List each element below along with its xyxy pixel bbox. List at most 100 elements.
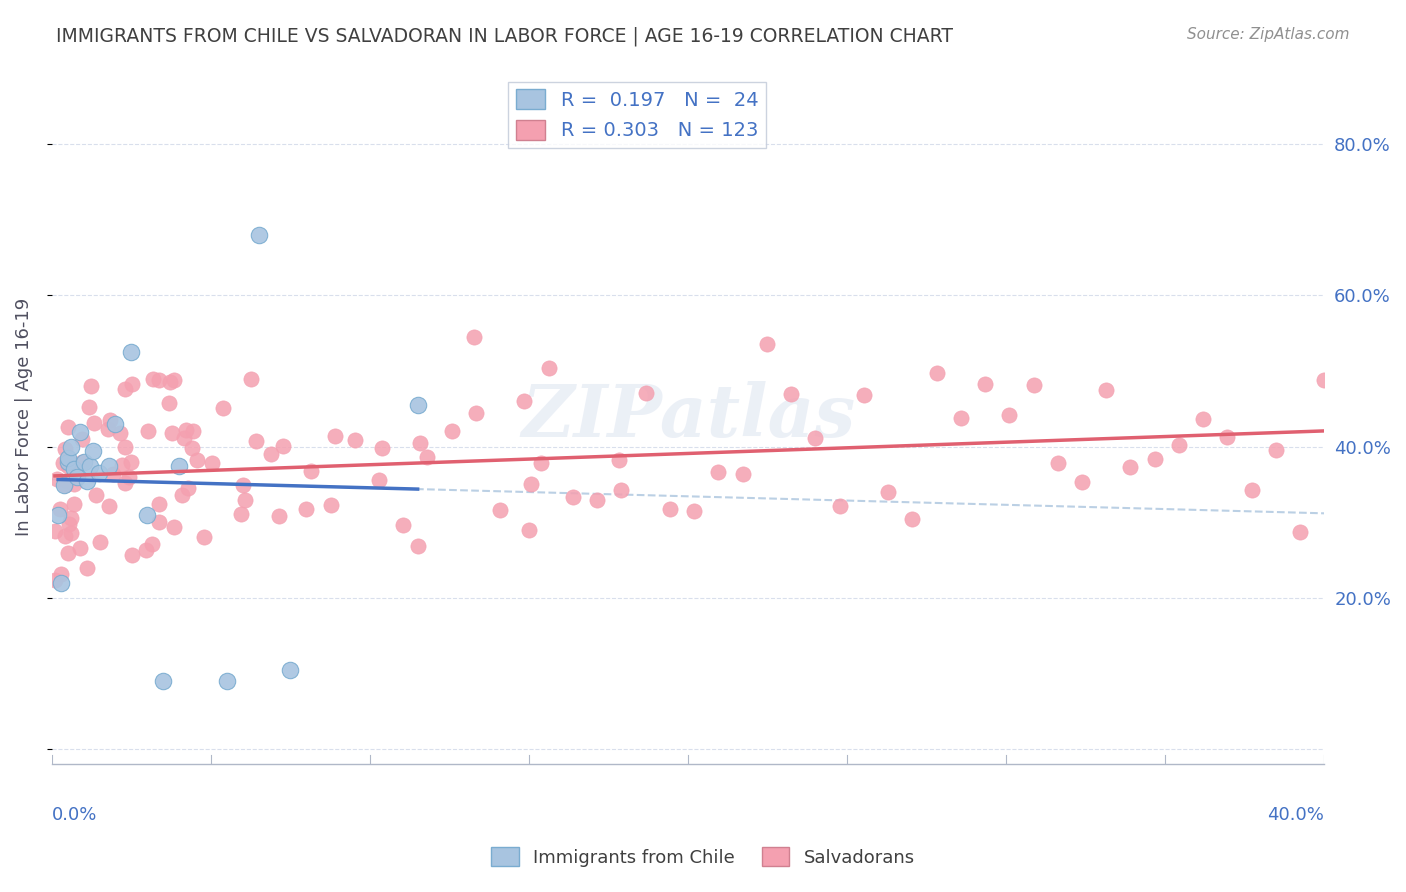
Point [79, 458, 101, 473]
Point [66, 470, 89, 484]
Point [55, 474, 77, 488]
Point [53, 528, 76, 542]
Point [163, 519, 186, 533]
Point [949, 410, 972, 425]
Point [517, 523, 540, 537]
Point [173, 431, 195, 445]
Point [707, 465, 730, 479]
Point [62, 496, 84, 510]
Text: Source: ZipAtlas.com: Source: ZipAtlas.com [1187, 27, 1350, 42]
Point [1240, 483, 1263, 497]
Point [59, 526, 82, 541]
Point [828, 500, 851, 514]
Point [120, 345, 142, 359]
Point [63, 462, 86, 476]
Point [141, 537, 163, 551]
Point [49, 567, 72, 582]
Point [1192, 412, 1215, 426]
Point [148, 497, 170, 511]
Point [371, 441, 394, 455]
Point [89, 466, 111, 480]
Point [634, 386, 657, 401]
Point [121, 548, 143, 562]
Text: IMMIGRANTS FROM CHILE VS SALVADORAN IN LABOR FORCE | AGE 16-19 CORRELATION CHART: IMMIGRANTS FROM CHILE VS SALVADORAN IN L… [56, 27, 953, 46]
Point [1071, 475, 1094, 489]
Point [974, 377, 997, 392]
Point [56, 420, 79, 434]
Point [901, 512, 924, 526]
Point [610, 483, 633, 497]
Point [731, 467, 754, 481]
Point [245, 434, 267, 448]
Point [489, 503, 512, 517]
Legend: Immigrants from Chile, Salvadorans: Immigrants from Chile, Salvadorans [484, 840, 922, 874]
Point [877, 484, 900, 499]
Point [537, 361, 560, 376]
Legend: R =  0.197   N =  24, R = 0.303   N = 123: R = 0.197 N = 24, R = 0.303 N = 123 [508, 82, 766, 148]
Point [406, 398, 429, 412]
Point [299, 464, 322, 478]
Point [152, 674, 174, 689]
Point [142, 372, 165, 386]
Point [159, 376, 181, 390]
Point [80, 378, 103, 392]
Point [416, 450, 439, 465]
Point [98, 413, 121, 427]
Point [89, 535, 111, 549]
Point [98, 458, 121, 473]
Point [83, 417, 105, 431]
Point [114, 476, 136, 491]
Point [1289, 524, 1312, 539]
Point [136, 508, 159, 522]
Point [925, 366, 948, 380]
Point [295, 502, 318, 516]
Point [561, 490, 583, 504]
Point [1095, 383, 1118, 397]
Point [98, 500, 121, 514]
Point [804, 431, 827, 445]
Point [392, 518, 415, 533]
Point [51, 575, 73, 590]
Point [586, 492, 609, 507]
Point [280, 663, 302, 677]
Point [114, 440, 136, 454]
Point [97, 422, 120, 436]
Point [135, 543, 157, 558]
Point [58, 516, 80, 531]
Point [63, 477, 86, 491]
Point [70, 455, 93, 469]
Text: ZIPatlas: ZIPatlas [522, 381, 855, 452]
Point [463, 330, 485, 344]
Point [82, 443, 104, 458]
Point [260, 447, 283, 461]
Point [72, 455, 94, 469]
Point [406, 539, 429, 553]
Point [136, 425, 159, 439]
Point [118, 470, 141, 484]
Point [56, 458, 79, 473]
Point [231, 507, 253, 521]
Y-axis label: In Labor Force | Age 16-19: In Labor Force | Age 16-19 [15, 297, 32, 535]
Point [148, 515, 170, 529]
Point [530, 456, 553, 470]
Point [59, 440, 82, 454]
Point [53, 478, 76, 492]
Point [269, 508, 291, 523]
Point [77, 401, 100, 415]
Point [70, 432, 93, 446]
Point [120, 455, 142, 469]
Point [1119, 459, 1142, 474]
Point [167, 458, 190, 473]
Point [186, 452, 208, 467]
Point [343, 433, 366, 447]
Point [215, 674, 238, 689]
Point [319, 499, 342, 513]
Point [780, 387, 803, 401]
Point [1046, 456, 1069, 470]
Point [176, 423, 198, 437]
Point [108, 425, 131, 440]
Point [46, 508, 69, 522]
Point [409, 436, 432, 450]
Point [323, 428, 346, 442]
Point [233, 492, 256, 507]
